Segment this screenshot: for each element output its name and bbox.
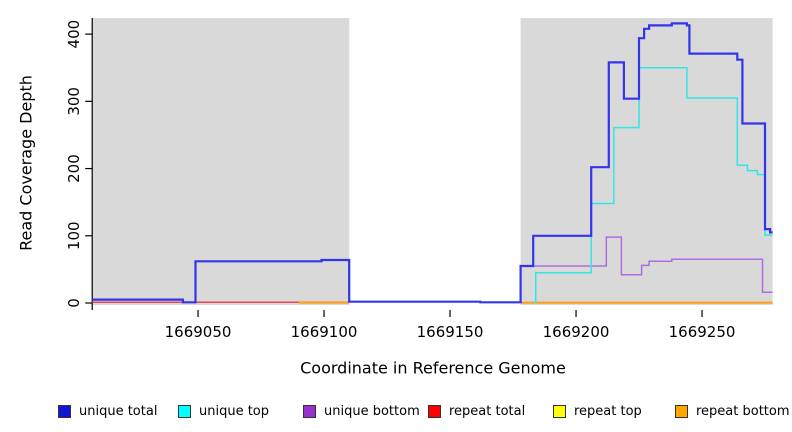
legend: unique total unique top unique bottom repea… [0,399,792,425]
legend-label: repeat total [449,403,526,419]
legend-color-swatch [428,404,441,418]
legend-item-repeat-top: repeat top [553,399,642,423]
legend-item-unique-bottom: unique bottom [303,399,420,423]
series-line-unique-top [533,66,773,304]
x-tick-label: 1669150 [417,323,484,341]
y-tick-label: 0 [65,298,83,308]
y-axis-title: Read Coverage Depth [16,75,36,251]
legend-item-repeat-total: repeat total [428,399,525,423]
y-tick-label: 300 [65,87,83,116]
x-tick-label: 1669250 [669,323,736,341]
legend-item-unique-top: unique top [178,399,269,423]
legend-label: unique bottom [324,403,420,419]
y-tick-label: 100 [65,221,83,250]
legend-label: repeat top [574,403,642,419]
shaded-region [92,18,350,305]
legend-color-swatch [675,404,688,418]
x-tick-label: 1669200 [543,323,610,341]
legend-color-swatch [303,404,316,418]
legend-label: repeat bottom [696,403,790,419]
shaded-region [520,18,773,305]
series-line-unique-bottom [480,236,773,304]
legend-label: unique total [79,403,158,419]
x-tick-label: 1669100 [291,323,358,341]
legend-color-swatch [178,404,191,418]
x-axis-title: Coordinate in Reference Genome [300,358,566,378]
legend-color-swatch [553,404,566,418]
legend-label: unique top [199,403,270,419]
series-line-unique-total [92,22,773,304]
legend-item-repeat-bottom: repeat bottom [675,399,790,423]
y-tick-label: 400 [65,20,83,49]
y-tick-label: 200 [65,154,83,183]
x-tick-label: 1669050 [165,323,232,341]
legend-color-swatch [58,404,71,418]
legend-item-unique-total: unique total [58,399,157,423]
